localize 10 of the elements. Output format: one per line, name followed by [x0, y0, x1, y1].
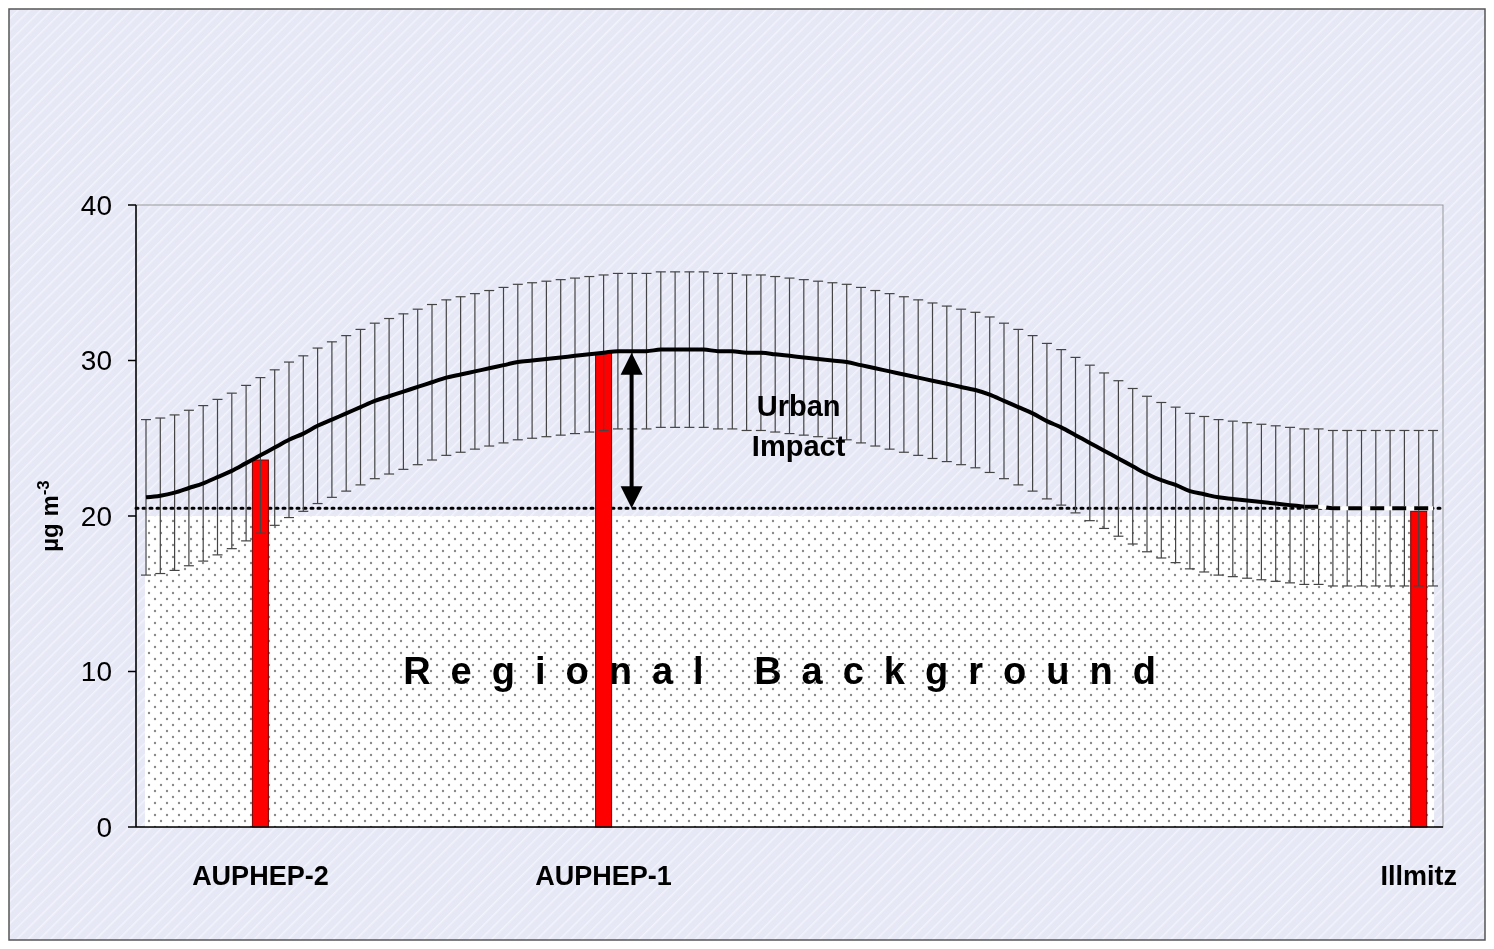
bar [251, 459, 269, 828]
x-tick-label: AUPHEP-1 [535, 861, 672, 891]
y-tick-label: 0 [96, 811, 112, 843]
y-tick-label: 20 [80, 500, 112, 532]
y-tick-label: 30 [80, 345, 112, 377]
x-tick-label: AUPHEP-2 [192, 861, 329, 891]
y-tick-label: 40 [80, 189, 112, 221]
x-tick-label: Illmitz [1380, 861, 1457, 891]
bar [1410, 510, 1428, 828]
y-tick-label: 10 [80, 656, 112, 688]
